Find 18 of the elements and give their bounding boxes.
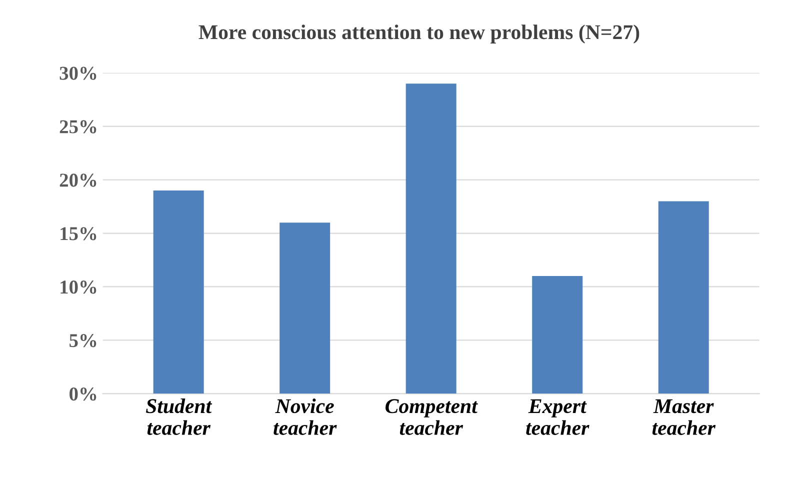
y-tick-label: 30% — [60, 66, 96, 80]
y-tick-label: 20% — [60, 174, 96, 187]
bar — [406, 84, 456, 394]
bar — [532, 276, 583, 394]
x-tick-label: Expert teacher — [526, 399, 590, 435]
x-tick-label: Master teacher — [652, 399, 716, 435]
x-tick-label: Novice teacher — [274, 398, 337, 435]
x-tick-label: Competent teacher — [386, 399, 478, 435]
y-tick-label: 25% — [60, 120, 96, 134]
chart-title: More conscious attention to new problems (N=27) — [198, 24, 640, 44]
y-tick-label: 15% — [60, 227, 96, 240]
x-tick-label: Student teacher — [146, 398, 212, 435]
y-tick-label: 0% — [70, 387, 96, 401]
y-tick-label: 5% — [70, 334, 96, 348]
y-tick-label: 10% — [60, 280, 96, 294]
bar — [280, 222, 330, 394]
bar — [153, 190, 204, 394]
bar — [658, 201, 709, 394]
